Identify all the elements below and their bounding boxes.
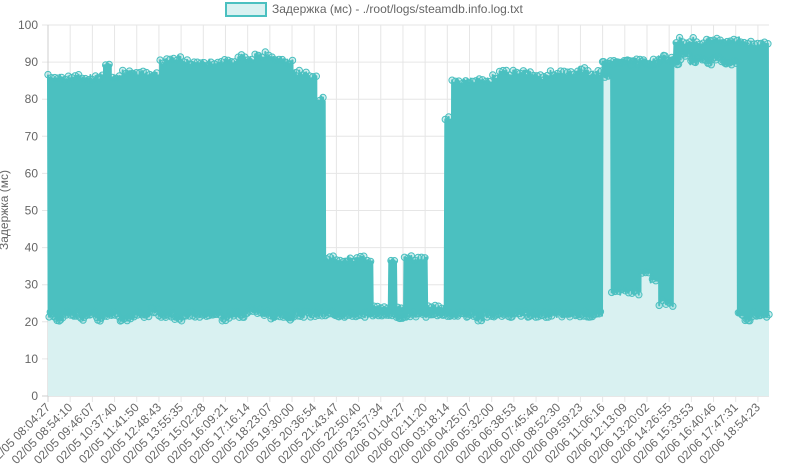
y-tick-label: 20 — [25, 315, 39, 329]
y-tick-label: 100 — [18, 18, 38, 32]
y-tick-label: 50 — [25, 204, 39, 218]
data-point[interactable] — [145, 312, 153, 321]
y-axis-title: Задержка (мс) — [0, 170, 11, 250]
series-line — [47, 36, 770, 322]
y-tick-label: 80 — [25, 92, 39, 106]
data-point[interactable] — [764, 40, 772, 48]
data-point[interactable] — [645, 269, 653, 277]
data-point[interactable] — [684, 49, 693, 57]
data-point[interactable] — [604, 72, 612, 80]
y-axis-ticks: 0 10 20 30 40 50 60 70 80 90 100 — [18, 18, 38, 403]
data-point[interactable] — [733, 36, 741, 45]
y-tick-label: 30 — [25, 278, 39, 292]
legend[interactable]: Задержка (мс) - ./root/logs/steamdb.info… — [225, 2, 523, 17]
data-point[interactable] — [258, 53, 266, 61]
legend-label[interactable]: Задержка (мс) - ./root/logs/steamdb.info… — [272, 2, 523, 16]
data-point[interactable] — [438, 304, 446, 312]
data-point[interactable] — [105, 60, 113, 69]
data-point[interactable] — [176, 53, 185, 61]
data-point[interactable] — [655, 301, 663, 310]
data-point[interactable] — [154, 305, 162, 313]
data-point[interactable] — [274, 308, 282, 317]
data-point[interactable] — [322, 255, 331, 263]
y-tick-label: 0 — [31, 389, 38, 403]
data-point[interactable] — [397, 304, 405, 312]
data-point[interactable] — [597, 67, 606, 75]
data-point[interactable] — [485, 77, 494, 86]
data-point[interactable] — [713, 34, 721, 43]
data-point[interactable] — [746, 317, 754, 325]
y-tick-label: 60 — [25, 166, 39, 180]
data-point[interactable] — [596, 308, 605, 316]
y-tick-label: 70 — [25, 129, 39, 143]
data-point[interactable] — [98, 71, 107, 79]
data-point[interactable] — [445, 113, 453, 121]
data-point[interactable] — [765, 310, 773, 319]
data-point[interactable] — [477, 316, 486, 325]
data-point[interactable] — [732, 59, 740, 67]
data-point[interactable] — [390, 257, 399, 265]
data-point[interactable] — [319, 93, 327, 102]
y-tick-label: 40 — [25, 241, 39, 255]
data-point[interactable] — [115, 72, 124, 80]
data-point[interactable] — [312, 72, 320, 80]
data-point[interactable] — [707, 60, 715, 69]
data-point[interactable] — [421, 254, 429, 262]
series-path — [47, 36, 770, 322]
data-point[interactable] — [248, 55, 256, 64]
data-point[interactable] — [263, 307, 272, 316]
y-tick-label: 90 — [25, 55, 39, 69]
data-point[interactable] — [492, 75, 500, 83]
data-point[interactable] — [669, 302, 677, 310]
data-point[interactable] — [635, 291, 643, 299]
data-point[interactable] — [288, 56, 297, 65]
data-point[interactable] — [366, 257, 375, 266]
data-point[interactable] — [652, 277, 660, 285]
legend-swatch[interactable] — [225, 2, 267, 17]
series-points — [44, 33, 773, 325]
data-point[interactable] — [153, 69, 161, 77]
y-tick-label: 10 — [25, 352, 39, 366]
